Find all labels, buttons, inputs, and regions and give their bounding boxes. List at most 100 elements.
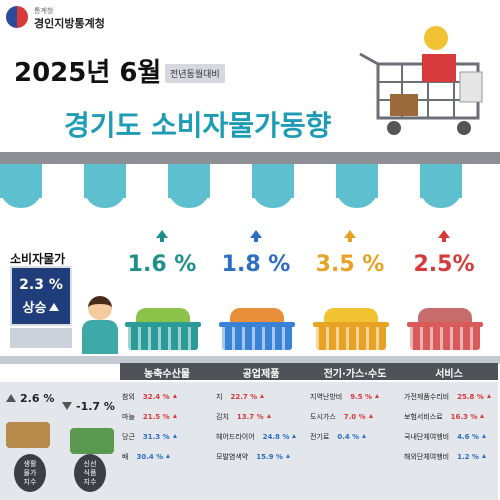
item-row: 김치 13.7 % [216, 412, 271, 422]
item-row: 지 22.7 % [216, 392, 265, 402]
up-arrow-icon [362, 434, 367, 438]
up-arrow-icon [480, 414, 485, 418]
item-row: 전기료 0.4 % [310, 432, 367, 442]
item-value: 9.5 % [350, 393, 373, 401]
up-arrow-icon [172, 434, 177, 438]
item-name: 전기료 [310, 433, 330, 441]
item-name: 당근 [122, 433, 135, 441]
awning-bar [0, 152, 500, 164]
period-title: 2025년 6월 [14, 58, 162, 88]
item-value: 31.3 % [142, 433, 170, 441]
awning-scallop [210, 188, 252, 208]
up-arrow-icon [172, 394, 177, 398]
basket-icon [6, 422, 50, 448]
item-value: 30.4 % [136, 453, 164, 461]
basket-icon [70, 428, 114, 454]
arrow-stem [254, 238, 258, 242]
category-change: 2.5% [413, 252, 475, 277]
item-row: 배 30.4 % [122, 452, 171, 462]
up-arrow-icon [260, 394, 265, 398]
shopping-cart-icon [359, 26, 483, 135]
item-name: 모발염색약 [216, 453, 249, 461]
item-row: 국내단체여행비 4.6 % [404, 432, 486, 442]
item-name: 해외단체여행비 [404, 453, 450, 461]
awning-scallop [126, 188, 168, 208]
basket-icon [407, 308, 483, 354]
awning-scallop [42, 188, 84, 208]
org-name: 경인지방통계청 [34, 17, 105, 30]
item-value: 24.8 % [262, 433, 290, 441]
item-value: 16.3 % [450, 413, 478, 421]
item-value: 25.8 % [457, 393, 484, 401]
up-arrow-icon [481, 434, 486, 438]
awning [0, 164, 500, 208]
item-name: 김치 [216, 413, 229, 421]
item-name: 지 [216, 393, 223, 401]
government-logo-icon [6, 6, 28, 28]
item-name: 보험서비스료 [404, 413, 443, 421]
awning-scallop [168, 188, 210, 208]
up-arrow-icon [292, 434, 297, 438]
item-row: 지역난방비 9.5 % [310, 392, 380, 402]
item-value: 32.4 % [142, 393, 170, 401]
living-index-value: 2.6 % [20, 392, 55, 405]
down-arrow-icon [62, 402, 72, 410]
org-small-label: 통계청 [34, 7, 54, 15]
category-bar: 농축수산물 공업제품 전기·가스·수도 서비스 [120, 363, 498, 380]
cpi-value: 2.3 % [19, 277, 63, 293]
item-row: 가전제품수리비 25.8 % [404, 392, 491, 402]
awning-scallop [252, 188, 294, 208]
category-column: 1.8 % [212, 230, 300, 277]
fresh-index-value: -1.7 % [76, 400, 115, 413]
basket-icon [125, 308, 201, 354]
up-arrow-icon [481, 454, 486, 458]
awning-scallop [294, 188, 336, 208]
up-arrow-icon [344, 230, 356, 238]
up-arrow-icon [166, 454, 171, 458]
up-arrow-icon [172, 414, 177, 418]
item-row: 마늘 21.5 % [122, 412, 177, 422]
awning-scallop [462, 188, 500, 208]
item-row: 헤어드라이어 24.8 % [216, 432, 297, 442]
header: 통계청 경인지방통계청 2025년 6월 전년동월대비 경기도 소비자물가동향 [0, 0, 500, 150]
item-value: 0.4 % [337, 433, 360, 441]
item-row: 당근 31.3 % [122, 432, 177, 442]
item-name: 도시가스 [310, 413, 336, 421]
item-value: 13.7 % [236, 413, 264, 421]
basket-icon [219, 308, 295, 354]
item-row: 참외 32.4 % [122, 392, 177, 402]
item-name: 마늘 [122, 413, 135, 421]
up-arrow-icon [266, 414, 271, 418]
arrow-stem [160, 238, 164, 242]
category-change: 3.5 % [315, 252, 385, 277]
cpi-direction-text: 상승 [22, 301, 47, 316]
item-name: 배 [122, 453, 129, 461]
indices-panel: 2.6 % -1.7 % 생활 물가 지수 신선 식품 지수 [0, 382, 120, 500]
fresh-index-label: 신선 식품 지수 [74, 454, 106, 492]
up-arrow-icon [486, 394, 491, 398]
item-value: 21.5 % [142, 413, 170, 421]
item-value: 22.7 % [230, 393, 258, 401]
item-value: 4.6 % [457, 433, 479, 441]
item-name: 국내단체여행비 [404, 433, 450, 441]
awning-scallop [420, 188, 462, 208]
up-arrow-icon [285, 454, 290, 458]
basket-icon [313, 308, 389, 354]
up-arrow-icon [368, 414, 373, 418]
items-panel: 참외 32.4 % 마늘 21.5 % 당근 31.3 % 배 30.4 % 지 22.7 % 김치… [120, 382, 498, 500]
category-name: 농축수산물 [144, 369, 190, 380]
item-row: 보험서비스료 16.3 % [404, 412, 485, 422]
living-index-label: 생활 물가 지수 [14, 454, 46, 492]
up-arrow-icon [6, 394, 16, 402]
counter-top [0, 356, 500, 364]
item-row: 도시가스 7.0 % [310, 412, 373, 422]
arrow-stem [442, 238, 446, 242]
up-arrow-icon [438, 230, 450, 238]
awning-scallop [336, 188, 378, 208]
item-name: 지역난방비 [310, 393, 343, 401]
awning-scallop [84, 188, 126, 208]
clerk-icon [80, 296, 120, 354]
category-column: 2.5% [400, 230, 488, 277]
item-name: 가전제품수리비 [404, 393, 450, 401]
up-arrow-icon [49, 303, 60, 311]
